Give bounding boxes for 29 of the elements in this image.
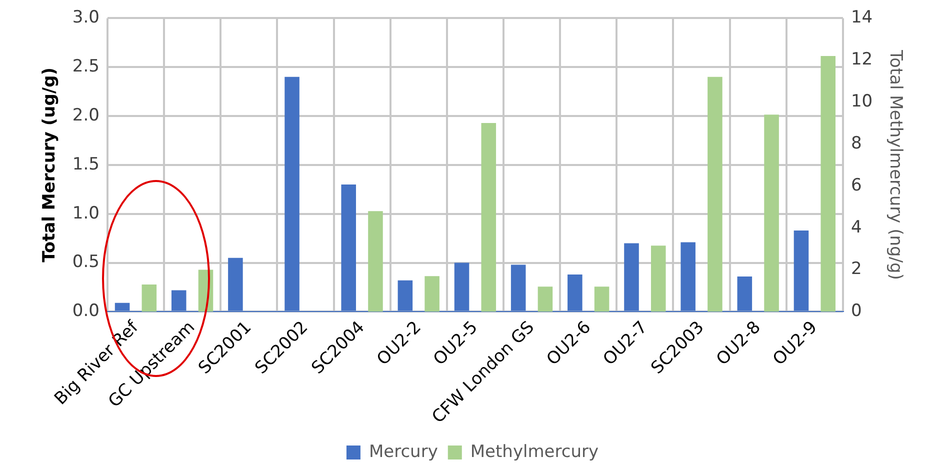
y-tick-label: 0.0 — [72, 301, 100, 322]
bar — [424, 276, 440, 312]
y-tick-label: 0.5 — [72, 252, 100, 272]
y2-tick-label: 14 — [850, 8, 873, 28]
bar — [142, 284, 157, 312]
y2-tick-label: 10 — [850, 91, 873, 112]
bar — [820, 56, 836, 312]
bar — [650, 246, 666, 312]
y-tick-label: 1.5 — [72, 154, 100, 174]
y2-tick-label: 8 — [850, 133, 862, 154]
legend-label: Methylmercury — [470, 442, 599, 462]
bar — [708, 76, 722, 312]
y2-tick-label: 4 — [850, 217, 862, 238]
y-tick-label: 2.0 — [72, 105, 100, 126]
y-tick-label: 3.0 — [72, 8, 100, 28]
y-tick-label: 2.5 — [72, 56, 100, 77]
y2-axis-title: Total Methylmercury (ng/g) — [885, 48, 906, 280]
y2-tick-label: 12 — [850, 50, 873, 70]
y-axis-title: Total Mercury (ug/g) — [40, 67, 60, 262]
y-tick-label: 1.0 — [72, 203, 100, 224]
y2-tick-label: 2 — [850, 259, 862, 280]
y2-tick-label: 0 — [850, 301, 862, 322]
bar — [538, 286, 553, 312]
bar — [481, 123, 496, 312]
legend-label: Mercury — [368, 442, 438, 462]
bar — [368, 211, 383, 312]
y2-tick-label: 6 — [850, 175, 862, 196]
bar — [594, 286, 610, 312]
bar — [764, 114, 779, 312]
